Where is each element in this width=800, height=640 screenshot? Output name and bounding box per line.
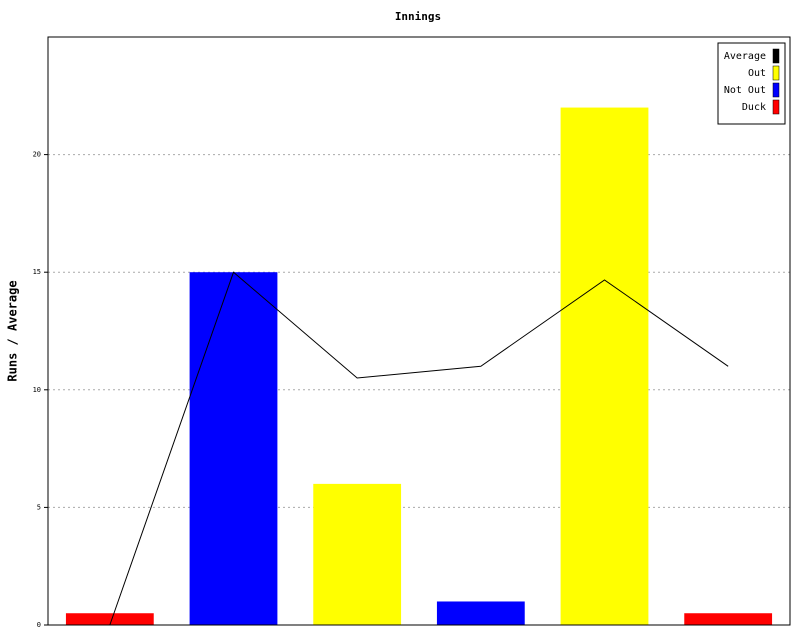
chart-title: Innings <box>395 10 441 23</box>
y-tick-label: 5 <box>37 503 41 511</box>
legend-swatch <box>772 82 780 98</box>
legend-label: Not Out <box>724 85 766 96</box>
y-tick-label: 20 <box>33 151 41 159</box>
legend: Average Out Not Out Duck <box>717 42 786 125</box>
legend-swatch <box>772 48 780 64</box>
bar <box>313 483 402 625</box>
y-tick-label: 15 <box>33 268 41 276</box>
legend-label: Duck <box>742 102 766 113</box>
bar <box>684 613 773 625</box>
bar <box>189 272 278 625</box>
legend-swatch <box>772 99 780 115</box>
bar <box>560 107 649 625</box>
line <box>109 271 729 626</box>
legend-swatch <box>772 65 780 81</box>
y-tick-label: 0 <box>37 621 41 629</box>
legend-label: Out <box>748 68 766 79</box>
y-axis-label: Runs / Average <box>6 280 20 381</box>
bar <box>65 613 154 625</box>
bar <box>436 601 525 625</box>
plot-frame <box>47 36 791 626</box>
y-tick-label: 10 <box>33 386 41 394</box>
legend-label: Average <box>724 51 766 62</box>
